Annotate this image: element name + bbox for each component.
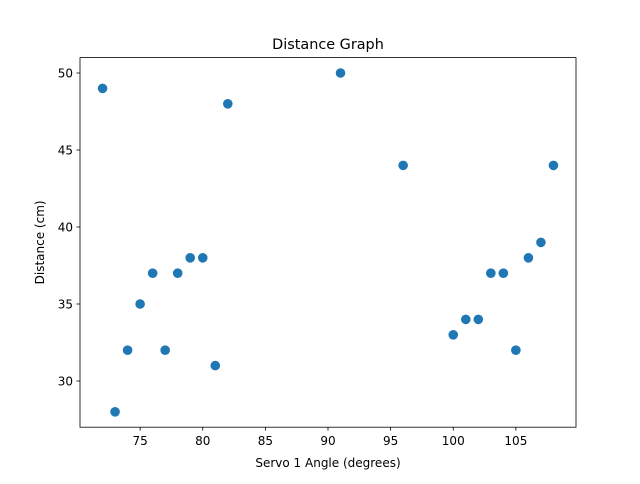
scatter-point [523, 252, 534, 263]
scatter-point [460, 314, 471, 325]
x-tick-label: 80 [195, 434, 210, 448]
ticks-layer: 75 80 85 90 95 100 105 30 35 40 45 50 [58, 66, 528, 448]
scatter-point [197, 252, 208, 263]
scatter-point [448, 330, 459, 340]
scatter-point [147, 268, 158, 279]
scatter-point [110, 407, 120, 417]
scatter-point [185, 252, 196, 263]
y-tick-label: 35 [58, 297, 73, 311]
scatter-point [511, 345, 521, 356]
y-tick-label: 45 [58, 143, 73, 157]
scatter-point [398, 160, 408, 171]
scatter-point [486, 268, 496, 279]
scatter-point [172, 268, 183, 279]
scatter-point [222, 99, 233, 109]
x-axis-label: Servo 1 Angle (degrees) [255, 456, 400, 470]
y-axis-label: Distance (cm) [33, 200, 47, 284]
x-tick-label: 105 [504, 434, 527, 448]
x-tick-label: 100 [442, 434, 465, 448]
x-tick-label: 90 [320, 434, 335, 448]
y-tick-label: 40 [58, 220, 73, 234]
x-tick-label: 95 [383, 434, 398, 448]
y-tick-label: 30 [58, 374, 73, 388]
scatter-point [135, 299, 145, 309]
scatter-point [473, 314, 484, 325]
scatter-point [97, 83, 108, 94]
scatter-point [498, 268, 509, 279]
scatter-point [536, 237, 546, 248]
x-tick-label: 85 [258, 434, 273, 448]
scatter-point [548, 160, 559, 171]
y-tick-label: 50 [58, 66, 73, 80]
x-tick-label: 75 [132, 434, 147, 448]
points-layer [97, 68, 559, 417]
chart-title: Distance Graph [272, 37, 384, 53]
scatter-point [210, 360, 221, 371]
scatter-point [122, 345, 133, 356]
scatter-point [160, 345, 170, 356]
plot-frame [79, 57, 577, 428]
scatter-point [335, 68, 346, 78]
